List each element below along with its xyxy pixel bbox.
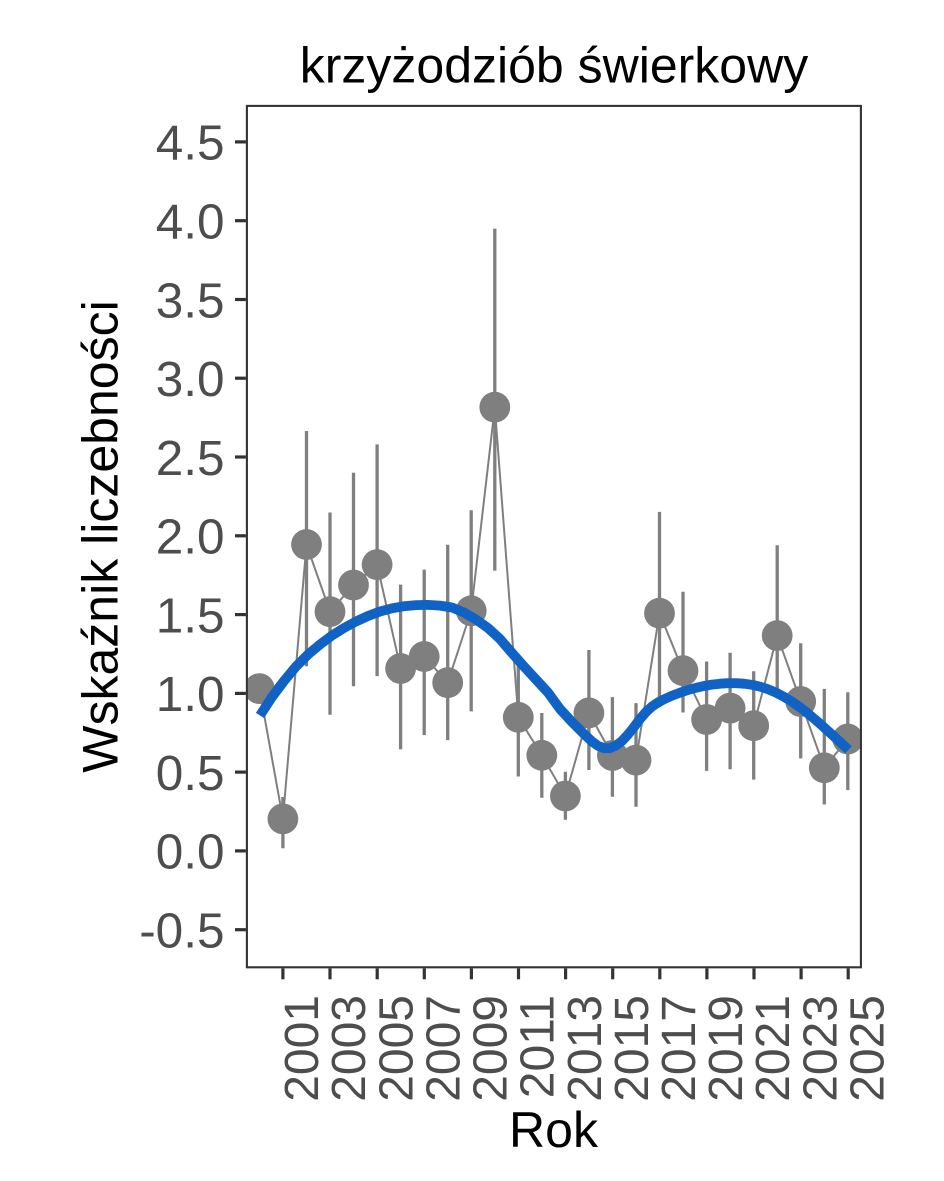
svg-text:Rok: Rok [509,1102,599,1158]
svg-text:2.0: 2.0 [156,510,225,565]
svg-text:3.0: 3.0 [156,352,225,407]
svg-text:2017: 2017 [653,995,706,1102]
svg-text:Wskaźnik liczebności: Wskaźnik liczebności [73,300,129,772]
svg-text:2013: 2013 [559,995,612,1102]
svg-text:0.0: 0.0 [156,825,225,880]
svg-text:2021: 2021 [747,995,800,1102]
svg-text:1.5: 1.5 [156,588,225,643]
svg-text:4.5: 4.5 [156,116,225,171]
svg-text:2005: 2005 [370,995,423,1102]
svg-text:2.5: 2.5 [156,431,225,486]
svg-text:0.5: 0.5 [156,746,225,801]
svg-text:2009: 2009 [465,995,518,1102]
svg-text:2019: 2019 [700,995,753,1102]
svg-text:2007: 2007 [418,995,471,1102]
svg-text:2023: 2023 [794,995,847,1102]
svg-text:3.5: 3.5 [156,273,225,328]
svg-text:4.0: 4.0 [156,195,225,250]
svg-text:2011: 2011 [512,995,565,1098]
svg-text:2025: 2025 [841,995,894,1102]
svg-text:-0.5: -0.5 [139,904,224,959]
svg-text:2003: 2003 [323,995,376,1102]
svg-text:krzyżodziób świerkowy: krzyżodziób świerkowy [300,37,808,93]
svg-text:1.0: 1.0 [156,667,225,722]
svg-text:2001: 2001 [276,995,329,1102]
svg-text:2015: 2015 [606,995,659,1102]
